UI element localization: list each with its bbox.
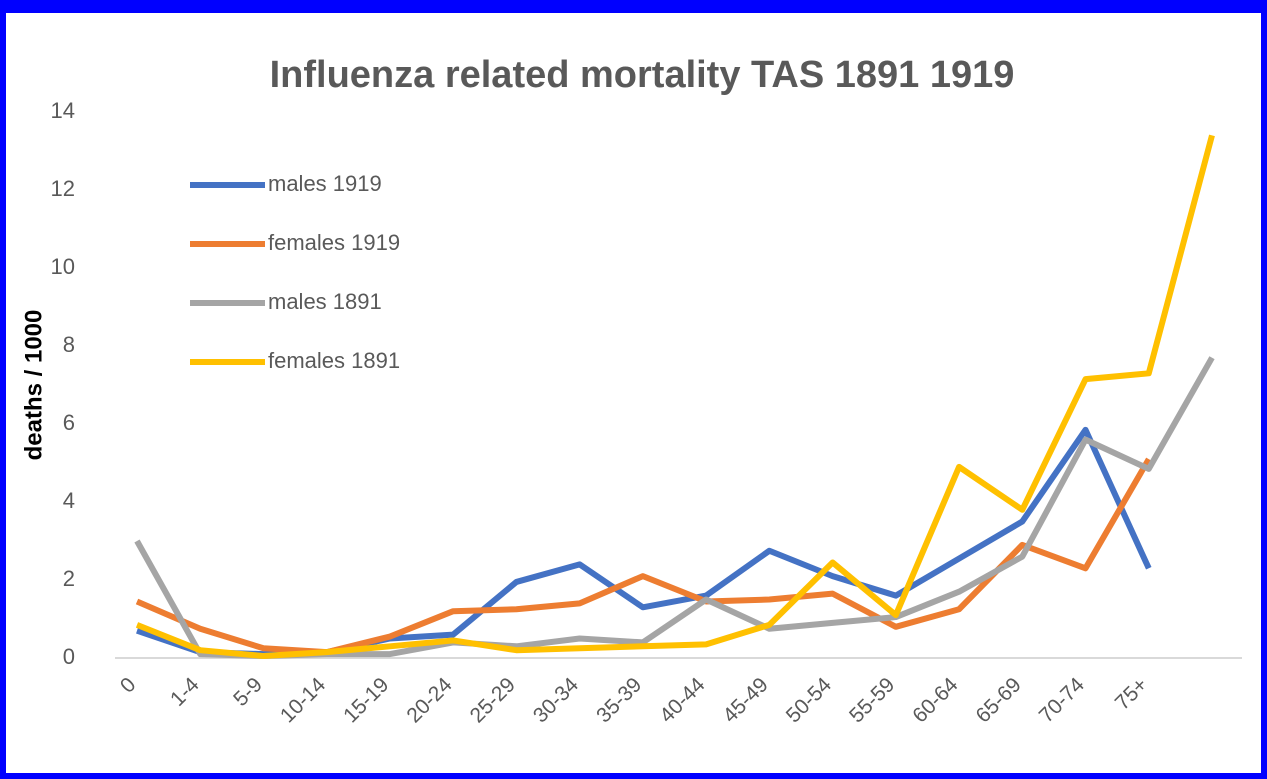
legend-label: females 1919 <box>268 230 400 255</box>
y-tick-label: 10 <box>51 254 75 279</box>
y-tick-label: 0 <box>63 644 75 669</box>
y-tick-label: 4 <box>63 488 75 513</box>
y-tick-label: 14 <box>51 98 75 123</box>
y-tick-label: 6 <box>63 410 75 435</box>
y-axis-label: deaths / 1000 <box>20 310 47 461</box>
legend-label: males 1891 <box>268 289 382 314</box>
chart-title: Influenza related mortality TAS 1891 191… <box>270 54 1015 96</box>
legend-label: males 1919 <box>268 171 382 196</box>
series-line <box>135 134 1215 660</box>
y-tick-label: 12 <box>51 176 75 201</box>
y-tick-label: 8 <box>63 332 75 357</box>
legend-label: females 1891 <box>268 348 400 373</box>
y-tick-label: 2 <box>63 566 75 591</box>
